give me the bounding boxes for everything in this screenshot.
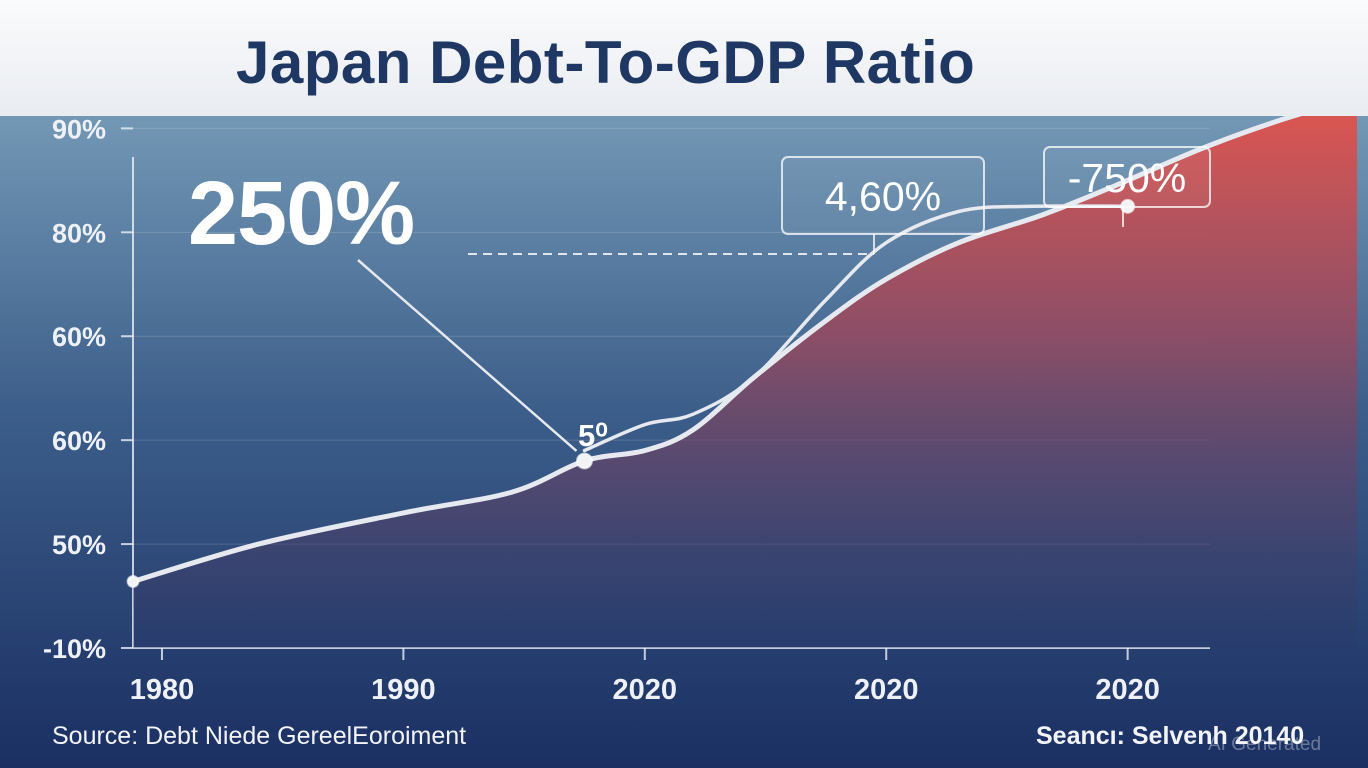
y-tick-label: 80% bbox=[52, 218, 106, 248]
x-tick-label: 1990 bbox=[371, 674, 436, 706]
annotation-small-label: 5⁰ bbox=[578, 418, 608, 453]
data-point-highlight bbox=[575, 452, 593, 470]
title-bar: Japan Debt-To-GDP Ratio bbox=[0, 0, 1368, 116]
x-tick-label: 2020 bbox=[854, 674, 919, 706]
chart-title: Japan Debt-To-GDP Ratio bbox=[236, 29, 976, 96]
y-tick-label: 60% bbox=[52, 426, 106, 456]
watermark: AI Generated bbox=[1208, 734, 1322, 755]
annotation-leader-line bbox=[357, 259, 578, 452]
y-tick-label: -10% bbox=[43, 634, 106, 664]
x-tick-label: 2020 bbox=[613, 674, 678, 706]
x-tick-label: 2020 bbox=[1095, 674, 1160, 706]
area-fill bbox=[133, 97, 1357, 648]
callout-750-label: -750% bbox=[1068, 155, 1187, 201]
y-tick-label: 90% bbox=[52, 114, 106, 144]
y-tick-label: 60% bbox=[52, 322, 106, 352]
x-tick-label: 1980 bbox=[130, 674, 195, 706]
callout-460-label: 4,60% bbox=[825, 174, 941, 220]
callout-750-box bbox=[1043, 146, 1211, 208]
y-tick-label: 50% bbox=[52, 530, 106, 560]
source-note-right: Seancı: Selvenh 20140 bbox=[1036, 722, 1305, 750]
data-point-start bbox=[126, 574, 140, 588]
series-line-projection bbox=[582, 204, 1130, 453]
annotation-big-label: 250% bbox=[188, 164, 414, 264]
series-line-debt-ratio bbox=[130, 94, 1360, 584]
callout-460-box bbox=[781, 156, 985, 235]
source-note: Source: Debt Niede GereelEoroiment bbox=[52, 722, 467, 750]
